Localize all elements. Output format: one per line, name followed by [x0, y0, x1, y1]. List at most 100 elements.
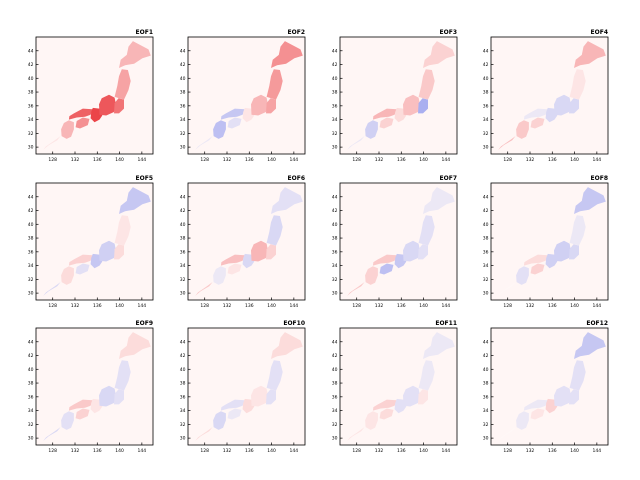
lat-tick-label: 42	[180, 62, 186, 68]
lon-tick-label: 132	[375, 303, 384, 309]
lat-tick-label: 44	[332, 48, 338, 54]
region-chugoku	[220, 254, 245, 266]
lat-tick-label: 42	[28, 62, 34, 68]
region-shikoku	[379, 117, 394, 129]
lat-tick-label: 36	[332, 394, 338, 400]
region-okinawa	[498, 282, 516, 296]
lat-tick-label: 32	[332, 422, 338, 428]
lon-tick-label: 140	[419, 303, 428, 309]
region-kanto	[114, 389, 124, 405]
region-hokkaido	[423, 332, 455, 359]
lon-tick-label: 140	[570, 303, 579, 309]
lon-tick-label: 144	[442, 448, 451, 454]
region-tohoku	[266, 360, 283, 391]
lat-tick-label: 36	[483, 103, 489, 109]
lat-tick-label: 30	[28, 145, 34, 151]
lon-tick-label: 140	[115, 303, 124, 309]
region-chubu	[251, 385, 269, 407]
lat-tick-label: 44	[332, 339, 338, 345]
region-chubu	[403, 385, 421, 407]
lon-tick-label: 144	[593, 303, 602, 309]
region-hokkaido	[271, 187, 303, 214]
lat-tick-label: 44	[180, 194, 186, 200]
lon-tick-label: 136	[93, 157, 102, 163]
lon-tick-label: 128	[503, 303, 512, 309]
lat-tick-label: 44	[180, 339, 186, 345]
region-chugoku	[220, 108, 245, 120]
lat-tick-label: 44	[28, 194, 34, 200]
lat-tick-label: 38	[180, 236, 186, 242]
region-shikoku	[75, 117, 90, 129]
panel-title: EOF3	[440, 29, 457, 36]
lon-tick-label: 128	[200, 303, 209, 309]
region-tohoku	[266, 215, 283, 246]
lon-tick-label: 144	[442, 157, 451, 163]
region-chugoku	[372, 254, 397, 266]
region-chubu	[99, 385, 117, 407]
eof-panel-2: 128 132 136 140 144 30 32 34 36 38 40 42 44 EOF2	[180, 29, 306, 163]
lon-tick-label: 136	[245, 303, 254, 309]
region-hokkaido	[574, 332, 606, 359]
region-okinawa	[347, 282, 365, 296]
lat-tick-label: 40	[28, 76, 34, 82]
lat-tick-label: 42	[332, 353, 338, 359]
lon-tick-label: 136	[93, 448, 102, 454]
lon-tick-label: 128	[48, 303, 57, 309]
lon-tick-label: 140	[115, 448, 124, 454]
lon-tick-label: 132	[526, 157, 535, 163]
lon-tick-label: 132	[223, 157, 232, 163]
region-tohoku	[418, 69, 435, 100]
lon-tick-label: 140	[115, 157, 124, 163]
lat-tick-label: 40	[483, 222, 489, 228]
region-chugoku	[523, 108, 548, 120]
lon-tick-label: 128	[503, 157, 512, 163]
region-hokkaido	[574, 187, 606, 214]
lat-tick-label: 32	[332, 277, 338, 283]
lon-tick-label: 144	[138, 157, 147, 163]
lat-tick-label: 40	[28, 367, 34, 373]
lat-tick-label: 36	[483, 394, 489, 400]
region-hokkaido	[271, 41, 303, 68]
lat-tick-label: 38	[28, 381, 34, 387]
lon-tick-label: 128	[48, 157, 57, 163]
lat-tick-label: 42	[180, 353, 186, 359]
region-okinawa	[347, 427, 365, 441]
region-kanto	[569, 389, 579, 405]
region-okinawa	[43, 136, 61, 150]
region-chugoku	[68, 254, 93, 266]
lat-tick-label: 32	[483, 131, 489, 137]
lat-tick-label: 42	[332, 62, 338, 68]
lon-tick-label: 136	[397, 303, 406, 309]
panel-title: EOF4	[591, 29, 608, 36]
lat-tick-label: 30	[332, 291, 338, 297]
lat-tick-label: 42	[28, 353, 34, 359]
region-kanto	[114, 98, 124, 114]
lat-tick-label: 34	[332, 263, 338, 269]
lat-tick-label: 34	[332, 117, 338, 123]
region-kyushu	[516, 120, 529, 139]
lat-tick-label: 34	[483, 408, 489, 414]
lon-tick-label: 132	[223, 303, 232, 309]
region-okinawa	[195, 427, 213, 441]
region-chubu	[403, 94, 421, 116]
lat-tick-label: 40	[483, 367, 489, 373]
region-okinawa	[498, 136, 516, 150]
lat-tick-label: 36	[483, 249, 489, 255]
lat-tick-label: 30	[28, 436, 34, 442]
region-chugoku	[220, 399, 245, 411]
panel-title: EOF5	[136, 175, 153, 182]
lon-tick-label: 136	[245, 448, 254, 454]
lat-tick-label: 32	[180, 131, 186, 137]
region-kanto	[266, 244, 276, 260]
lon-tick-label: 144	[290, 448, 299, 454]
lat-tick-label: 38	[332, 90, 338, 96]
region-hokkaido	[574, 41, 606, 68]
eof-panel-5: 128 132 136 140 144 30 32 34 36 38 40 42 44 EOF5	[28, 175, 154, 309]
lat-tick-label: 44	[28, 48, 34, 54]
lat-tick-label: 40	[332, 222, 338, 228]
region-chugoku	[68, 399, 93, 411]
region-shikoku	[227, 263, 242, 275]
region-kyushu	[61, 120, 74, 139]
lat-tick-label: 36	[332, 103, 338, 109]
